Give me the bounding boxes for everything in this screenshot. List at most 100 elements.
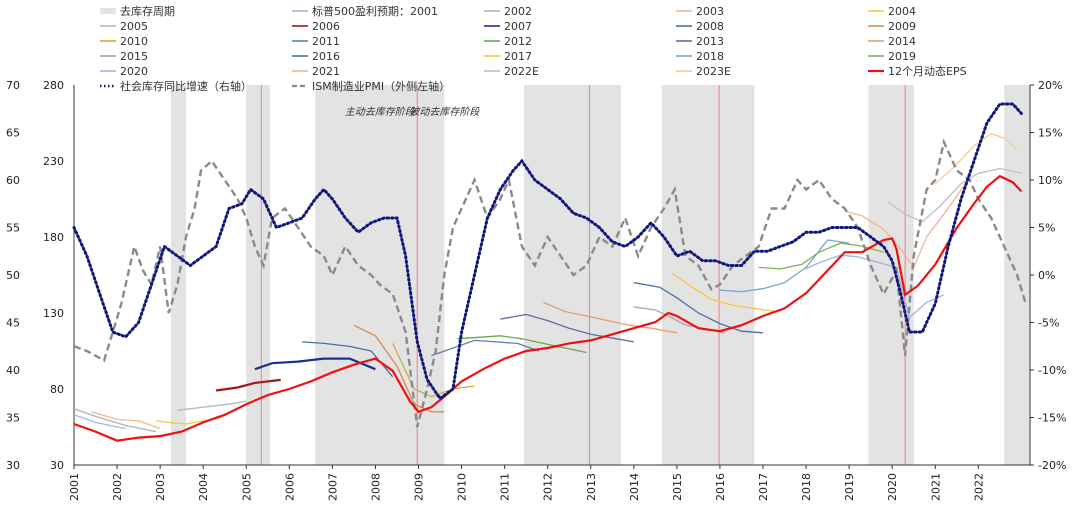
- legend-item: 2020: [100, 65, 148, 78]
- phase-annotation: 被动去库存阶段: [409, 106, 480, 118]
- legend-item: 2010: [100, 35, 148, 48]
- legend-swatch: [100, 8, 116, 14]
- legend-label: 12个月动态EPS: [888, 65, 967, 78]
- x-tick-label: 2011: [499, 473, 512, 501]
- legend-item: 2008: [676, 20, 724, 33]
- forecast-line: [254, 357, 376, 371]
- destocking-band: [868, 85, 914, 465]
- x-tick-label: 2016: [714, 473, 727, 501]
- forecast-line: [500, 313, 634, 343]
- x-tick-label: 2013: [585, 473, 598, 501]
- legend-label: 2007: [504, 20, 532, 33]
- legend-item: 2015: [100, 50, 148, 63]
- pmi-tick-label: 35: [6, 412, 20, 425]
- legend-item: 12个月动态EPS: [868, 65, 967, 78]
- legend-label: 2021: [312, 65, 340, 78]
- pmi-tick-label: 50: [6, 269, 20, 282]
- x-tick-label: 2021: [929, 473, 942, 501]
- legend: 去库存周期 标普500盈利预期：2001 2002 2003 2004 2005 2006 2…: [100, 4, 967, 93]
- x-tick-label: 2015: [671, 473, 684, 501]
- legend-label: 2015: [120, 50, 148, 63]
- legend-item: 2006: [292, 20, 340, 33]
- destocking-band: [315, 85, 445, 465]
- destocking-band: [246, 85, 270, 465]
- legend-label: 2022E: [504, 65, 539, 78]
- legend-label: 2023E: [696, 65, 731, 78]
- forecast-line: [543, 301, 678, 334]
- legend-label: 2020: [120, 65, 148, 78]
- x-tick-label: 2003: [154, 473, 167, 501]
- inventory-tick-label: 20%: [1038, 79, 1062, 92]
- legend-item: 2017: [484, 50, 532, 63]
- x-tick-label: 2007: [326, 473, 339, 501]
- legend-item: 2005: [100, 20, 148, 33]
- x-tick-label: 2009: [413, 473, 426, 501]
- forecast-line: [177, 400, 247, 411]
- red-vertical-lines: [260, 85, 906, 465]
- legend-item: 2012: [484, 35, 532, 48]
- pmi-line: [73, 138, 1027, 428]
- pmi-tick-label: 30: [6, 459, 20, 472]
- inventory-yoy-line: [72, 102, 1023, 401]
- eps-12m-line: [73, 174, 1023, 442]
- eps-tick-label: 80: [50, 383, 64, 396]
- x-tick-label: 2022: [972, 473, 985, 501]
- legend-item: 去库存周期: [100, 4, 175, 18]
- legend-item: 2021: [292, 65, 340, 78]
- legend-item: 2003: [676, 5, 724, 18]
- legend-item: ISM制造业PMI（外侧左轴）: [292, 79, 450, 93]
- inventory-tick-label: -5%: [1038, 317, 1059, 330]
- legend-item: 2007: [484, 20, 532, 33]
- x-tick-label: 2010: [456, 473, 469, 501]
- forecast-line: [392, 343, 475, 398]
- x-tick-label: 2020: [886, 473, 899, 501]
- forecast-line: [91, 411, 161, 430]
- forecast-line: [633, 281, 764, 334]
- destocking-band: [170, 85, 186, 465]
- legend-label: 2005: [120, 20, 148, 33]
- legend-label: 去库存周期: [120, 4, 175, 18]
- forecast-line: [844, 183, 966, 269]
- legend-label: 2002: [504, 5, 532, 18]
- legend-item: 标普500盈利预期：2001: [292, 4, 438, 18]
- forecast-line: [73, 408, 156, 433]
- phase-annotation: 主动去库存阶段: [345, 106, 416, 118]
- legend-label: 2009: [888, 20, 916, 33]
- legend-label: 2010: [120, 35, 148, 48]
- legend-label: 2008: [696, 20, 724, 33]
- x-tick-label: 2012: [542, 473, 555, 501]
- axes: 2001 2002 2003 2004 2005 2006 2007 2008 2009 2010…: [6, 79, 1066, 501]
- x-tick-label: 2008: [369, 473, 382, 501]
- inventory-tick-label: 15%: [1038, 127, 1062, 140]
- forecast-line: [431, 339, 540, 357]
- destocking-band: [661, 85, 755, 465]
- legend-label: 2003: [696, 5, 724, 18]
- x-tick-label: 2001: [68, 473, 81, 501]
- forecast-line: [353, 324, 445, 413]
- x-tick-label: 2014: [628, 473, 641, 501]
- inventory-tick-label: 5%: [1038, 222, 1055, 235]
- forecast-line: [719, 239, 850, 293]
- legend-item: 2019: [868, 50, 916, 63]
- x-tick-label: 2005: [240, 473, 253, 501]
- eps-tick-label: 30: [50, 459, 64, 472]
- forecast-line: [215, 378, 281, 392]
- forecast-line: [457, 335, 587, 354]
- pmi-tick-label: 65: [6, 127, 20, 140]
- legend-label: 2017: [504, 50, 532, 63]
- forecast-line: [934, 132, 1018, 185]
- legend-label: 标普500盈利预期：2001: [312, 4, 438, 18]
- pmi-tick-label: 40: [6, 364, 20, 377]
- legend-label: 2019: [888, 50, 916, 63]
- legend-item: 社会库存同比增速（右轴）: [100, 79, 252, 93]
- forecast-line: [887, 167, 1022, 223]
- x-tick-label: 2004: [197, 473, 210, 501]
- inventory-tick-label: -10%: [1038, 364, 1066, 377]
- eps-tick-label: 180: [43, 231, 64, 244]
- pmi-tick-label: 60: [6, 174, 20, 187]
- forecast-line: [73, 414, 126, 430]
- inventory-tick-label: -20%: [1038, 459, 1066, 472]
- legend-label: 2011: [312, 35, 340, 48]
